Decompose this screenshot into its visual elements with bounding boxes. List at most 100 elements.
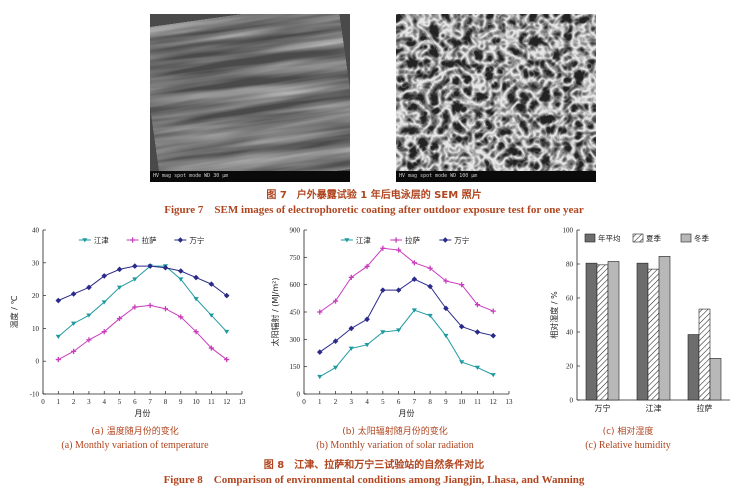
temp-xtick-label: 0 [41,398,45,406]
sem-info-bar-right: HV mag spot mode WD 100 µm [396,171,596,182]
subcaption-b-en: (b) Monthly variation of solar radiation [316,440,474,451]
hum-ytick-label: 0 [570,397,574,405]
temp-data-point [86,313,92,318]
solar-data-point [332,365,339,370]
temp-series-line [58,265,227,301]
hum-ytick-label: 20 [566,363,574,371]
subcaption-b-cn: (b) 太阳辐射随月份的变化 [342,427,448,437]
temp-data-point [55,297,62,304]
temp-data-point [162,306,169,312]
temp-data-point [193,329,199,335]
hum-bar [698,308,711,401]
temp-ytick-label: 0 [36,358,40,366]
solar-ytick-label: 900 [290,227,301,235]
solar-xtick-label: 4 [365,398,369,406]
hum-ytick-label: 60 [566,295,574,303]
temp-ytick-label: -10 [30,391,40,399]
solar-legend-label: 万宁 [454,235,469,245]
chart-relative-humidity: 0 20 40 60 80 100 相对湿度 / % 万宁 江津 拉萨 年平均 夏季 冬季 [544,224,734,419]
temp-data-point [86,337,92,343]
solar-legend-marker [393,237,399,243]
solar-xtick-label: 5 [381,398,385,406]
solar-data-point [380,245,386,251]
solar-xtick-label: 0 [302,398,306,406]
solar-data-point [427,265,433,271]
temp-xtick-label: 3 [87,398,91,406]
hum-ytick-label: 40 [566,329,574,337]
solar-data-point [474,302,481,308]
solar-legend-label: 江津 [356,236,371,245]
solar-data-point [364,316,370,323]
temp-data-point [116,285,123,290]
temp-data-point [101,329,107,335]
solar-ylabel: 太阳辐射 / (MJ/m²) [270,278,280,347]
solar-data-point [411,276,418,282]
solar-series-line [319,278,494,353]
solar-data-point [474,329,481,335]
temp-legend-label: 万宁 [189,235,204,245]
solar-xlabel: 月份 [399,408,415,418]
figure7-caption-en: Figure 7 SEM images of electrophoretic c… [164,204,584,216]
temp-data-point [86,284,92,291]
temp-xlabel: 月份 [135,408,151,418]
solar-ytick-label: 150 [290,363,301,371]
chart-solar-radiation: 0 150 300 450 600 750 900 0 1 2 3 4 5 6 7 8 9 10 11 12 13 月份太… [262,224,517,419]
temp-xtick-label: 12 [223,398,231,406]
solar-series-line [319,247,494,313]
hum-ytick-label: 80 [566,261,574,269]
solar-data-point [459,282,465,288]
solar-data-point [474,365,481,370]
subcaption-a-cn: (a) 温度随月份的变化 [91,427,179,437]
temp-ytick-label: 30 [32,259,40,267]
hum-legend-swatch [584,233,596,243]
temp-xtick-label: 8 [164,398,168,406]
hum-bar [658,256,671,401]
solar-data-point [396,328,402,333]
hum-ytick-label: 100 [563,227,574,235]
temp-xtick-label: 6 [133,398,137,406]
solar-series-line [319,309,494,378]
solar-ytick-label: 450 [290,309,301,317]
solar-xtick-label: 13 [506,398,514,406]
solar-data-point [364,263,370,270]
temp-data-point [177,268,184,274]
hum-ylabel: 相对湿度 / % [549,291,559,339]
solar-data-point [427,313,433,319]
hum-bar [687,334,700,401]
temp-ytick-label: 20 [32,292,40,300]
temp-legend-marker [82,238,88,243]
chart-humidity-svg: 0 20 40 60 80 100 相对湿度 / % 万宁 江津 拉萨 年平均 夏季 冬季 [549,227,730,413]
hum-bar [647,268,660,401]
solar-data-point [458,323,465,330]
temp-data-point [132,263,138,269]
temp-xtick-label: 4 [102,398,106,406]
solar-data-point [348,274,354,280]
hum-category-label: 江津 [646,403,662,413]
temp-data-point [132,304,138,310]
hum-bar [585,262,598,401]
hum-legend-label: 夏季 [646,233,661,243]
figure8-caption-en: Figure 8 Comparison of environmental con… [163,474,585,486]
temp-data-point [116,266,123,273]
figure7-caption-cn: 图 7 户外暴露试验 1 年后电泳层的 SEM 照片 [266,190,482,201]
solar-data-point [459,360,465,365]
hum-legend-swatch [680,233,692,243]
temp-data-point [193,297,199,302]
temp-data-point [178,277,184,282]
hum-bar [607,261,620,401]
temp-data-point [224,329,230,335]
solar-data-point [490,308,496,314]
hum-legend-label: 年平均 [598,233,621,243]
solar-ytick-label: 300 [290,336,301,344]
temp-data-point [178,314,184,320]
solar-legend-marker [442,237,449,243]
solar-data-point [411,260,417,266]
hum-bar [596,264,609,401]
temp-xtick-label: 9 [179,398,183,406]
solar-data-point [427,283,433,290]
hum-category-label: 拉萨 [697,403,713,413]
hum-bar [709,358,722,401]
solar-xtick-label: 2 [334,398,338,406]
hum-legend-swatch [632,233,644,243]
solar-data-point [380,287,386,293]
